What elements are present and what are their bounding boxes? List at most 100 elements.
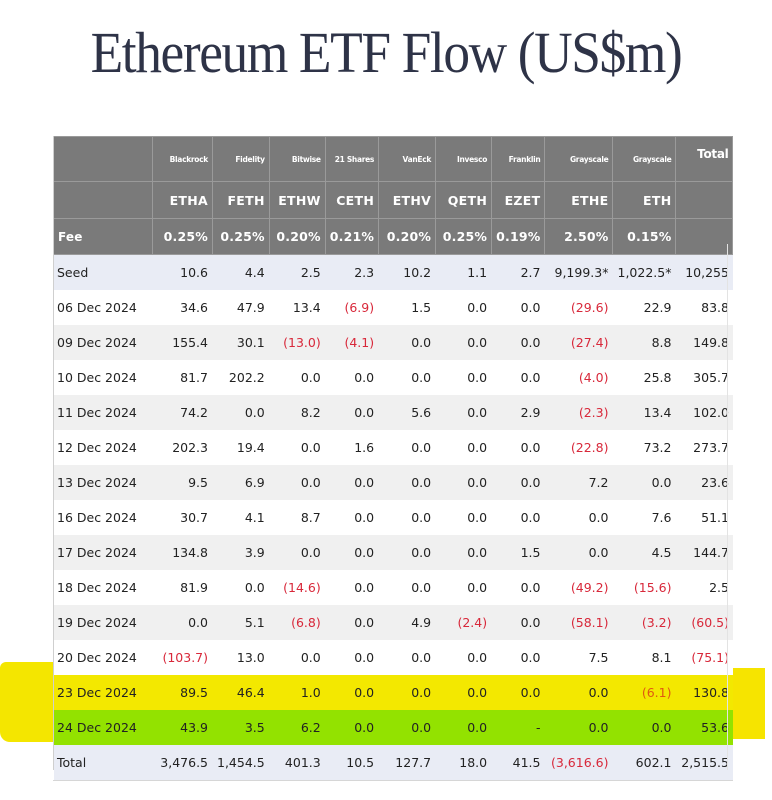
row-total-cell: 130.8 bbox=[675, 675, 733, 710]
row-label: 19 Dec 2024 bbox=[53, 605, 153, 640]
fee-header-row: Fee 0.25% 0.25% 0.20% 0.21% 0.20% 0.25% … bbox=[53, 218, 734, 255]
ticker-header: CETH bbox=[324, 181, 380, 219]
flow-cell: 43.9 bbox=[152, 710, 213, 745]
flow-cell: 0.0 bbox=[325, 500, 379, 535]
issuer-header: Fidelity bbox=[212, 136, 270, 182]
flow-cell: 0.0 bbox=[544, 710, 613, 745]
flow-cell: 0.0 bbox=[325, 570, 379, 605]
page-title: Ethereum ETF Flow (US$m) bbox=[90, 20, 683, 85]
flow-cell: 7.6 bbox=[612, 500, 676, 535]
issuer-header: Blackrock bbox=[152, 136, 213, 182]
flow-cell: 0.0 bbox=[325, 395, 379, 430]
flow-cell: (6.9) bbox=[325, 290, 379, 325]
row-total-cell: (75.1) bbox=[675, 640, 733, 675]
row-total-cell: 10,255 bbox=[675, 254, 733, 290]
flow-cell: 8.1 bbox=[612, 640, 676, 675]
flow-cell: 0.0 bbox=[435, 570, 492, 605]
fee-value: 0.25% bbox=[212, 218, 270, 255]
flow-cell: (22.8) bbox=[544, 430, 613, 465]
flow-cell: 0.0 bbox=[378, 360, 436, 395]
flow-cell: 89.5 bbox=[152, 675, 213, 710]
table-row: 10 Dec 2024 81.7 202.2 0.0 0.0 0.0 0.0 0.0 (4.0)… bbox=[53, 360, 733, 395]
flow-cell: 46.4 bbox=[212, 675, 270, 710]
flow-cell: 4.5 bbox=[612, 535, 676, 570]
issuer-header: VanEck bbox=[378, 136, 437, 182]
flow-cell: 1,454.5 bbox=[212, 745, 270, 781]
flow-cell: 0.0 bbox=[325, 535, 379, 570]
flow-cell: 13.0 bbox=[212, 640, 270, 675]
flow-cell: (27.4) bbox=[544, 325, 613, 360]
issuer-header: Grayscale bbox=[612, 136, 677, 182]
corner-cell bbox=[53, 181, 153, 219]
corner-cell bbox=[53, 136, 153, 182]
table-row: 06 Dec 2024 34.6 47.9 13.4 (6.9) 1.5 0.0 0.0 (29… bbox=[53, 290, 733, 325]
flow-cell: 3,476.5 bbox=[152, 745, 213, 781]
issuer-header: Franklin bbox=[491, 136, 546, 182]
row-label: 16 Dec 2024 bbox=[53, 500, 153, 535]
flow-cell: 6.9 bbox=[212, 465, 270, 500]
flow-cell: 0.0 bbox=[378, 325, 436, 360]
flow-cell: 0.0 bbox=[544, 535, 613, 570]
flow-cell: (49.2) bbox=[544, 570, 613, 605]
ticker-header-row: ETHA FETH ETHW CETH ETHV QETH EZET ETHE … bbox=[53, 181, 734, 219]
flow-cell: 8.2 bbox=[269, 395, 326, 430]
flow-cell: 0.0 bbox=[491, 360, 545, 395]
flow-cell: 0.0 bbox=[269, 465, 326, 500]
table-row: 09 Dec 2024 155.4 30.1 (13.0) (4.1) 0.0 0.0 0.0… bbox=[53, 325, 733, 360]
flow-cell: (15.6) bbox=[612, 570, 676, 605]
flow-cell: 30.7 bbox=[152, 500, 213, 535]
flow-cell: 0.0 bbox=[491, 325, 545, 360]
table-row: 24 Dec 2024 43.9 3.5 6.2 0.0 0.0 0.0-0.0 0.0 53.… bbox=[53, 710, 733, 745]
issuer-header-row: Blackrock Fidelity Bitwise 21 Shares Van… bbox=[53, 136, 734, 182]
flow-cell: 2.7 bbox=[491, 254, 545, 290]
flow-cell: 134.8 bbox=[152, 535, 213, 570]
fee-label: Fee bbox=[53, 218, 153, 255]
highlight-marker-left bbox=[0, 662, 53, 742]
flow-cell: 202.3 bbox=[152, 430, 213, 465]
ticker-header: ETHE bbox=[544, 181, 614, 219]
flow-cell: 0.0 bbox=[544, 675, 613, 710]
flow-cell: 0.0 bbox=[378, 710, 436, 745]
flow-cell: 10.5 bbox=[325, 745, 379, 781]
flow-cell: 0.0 bbox=[491, 640, 545, 675]
ticker-header: ETHW bbox=[268, 181, 326, 219]
flow-cell: 4.9 bbox=[378, 605, 436, 640]
flow-cell: 202.2 bbox=[212, 360, 270, 395]
flow-cell: 0.0 bbox=[378, 535, 436, 570]
flow-cell: 47.9 bbox=[212, 290, 270, 325]
row-label: 06 Dec 2024 bbox=[53, 290, 153, 325]
flow-cell: 9,199.3* bbox=[544, 254, 613, 290]
flow-cell: 30.1 bbox=[212, 325, 270, 360]
fee-value: 0.19% bbox=[491, 218, 546, 255]
flow-cell: 0.0 bbox=[325, 710, 379, 745]
flow-cell: 1.5 bbox=[491, 535, 545, 570]
flow-cell: (6.8) bbox=[269, 605, 326, 640]
flow-cell: 0.0 bbox=[491, 570, 545, 605]
row-total-cell: 23.6 bbox=[675, 465, 733, 500]
flow-cell: (2.3) bbox=[544, 395, 613, 430]
flow-cell: 0.0 bbox=[491, 605, 545, 640]
flow-cell: 0.0 bbox=[435, 395, 492, 430]
etf-flow-table-container: Blackrock Fidelity Bitwise 21 Shares Van… bbox=[53, 136, 734, 781]
flow-cell: (58.1) bbox=[544, 605, 613, 640]
table-row: 20 Dec 2024 (103.7) 13.0 0.0 0.0 0.0 0.0 0.0 7.5… bbox=[53, 640, 733, 675]
table-row: 16 Dec 2024 30.7 4.1 8.7 0.0 0.0 0.0 0.0 0.0 7.6 5… bbox=[53, 500, 733, 535]
table-row: 11 Dec 2024 74.2 0.0 8.2 0.0 5.6 0.0 2.9 (2.3) 13… bbox=[53, 395, 733, 430]
flow-cell: 0.0 bbox=[612, 465, 676, 500]
row-total-cell: 83.8 bbox=[675, 290, 733, 325]
flow-cell: 25.8 bbox=[612, 360, 676, 395]
row-total-cell: 2.5 bbox=[675, 570, 733, 605]
flow-cell: 2.3 bbox=[325, 254, 379, 290]
fee-value: 2.50% bbox=[544, 218, 614, 255]
table-row: 19 Dec 2024 0.0 5.1 (6.8) 0.0 4.9 (2.4) 0.0 (58.… bbox=[53, 605, 733, 640]
flow-cell: 19.4 bbox=[212, 430, 270, 465]
flow-cell: 0.0 bbox=[491, 675, 545, 710]
flow-cell: 9.5 bbox=[152, 465, 213, 500]
table-row: 18 Dec 2024 81.9 0.0 (14.6) 0.0 0.0 0.0 0.0 (49.… bbox=[53, 570, 733, 605]
issuer-header: Grayscale bbox=[544, 136, 614, 182]
row-label: 24 Dec 2024 bbox=[53, 710, 153, 745]
table-row: 12 Dec 2024 202.3 19.4 0.0 1.6 0.0 0.0 0.0 (22.8… bbox=[53, 430, 733, 465]
fee-value: 0.21% bbox=[324, 218, 380, 255]
flow-cell: 0.0 bbox=[378, 675, 436, 710]
flow-cell: 13.4 bbox=[612, 395, 676, 430]
